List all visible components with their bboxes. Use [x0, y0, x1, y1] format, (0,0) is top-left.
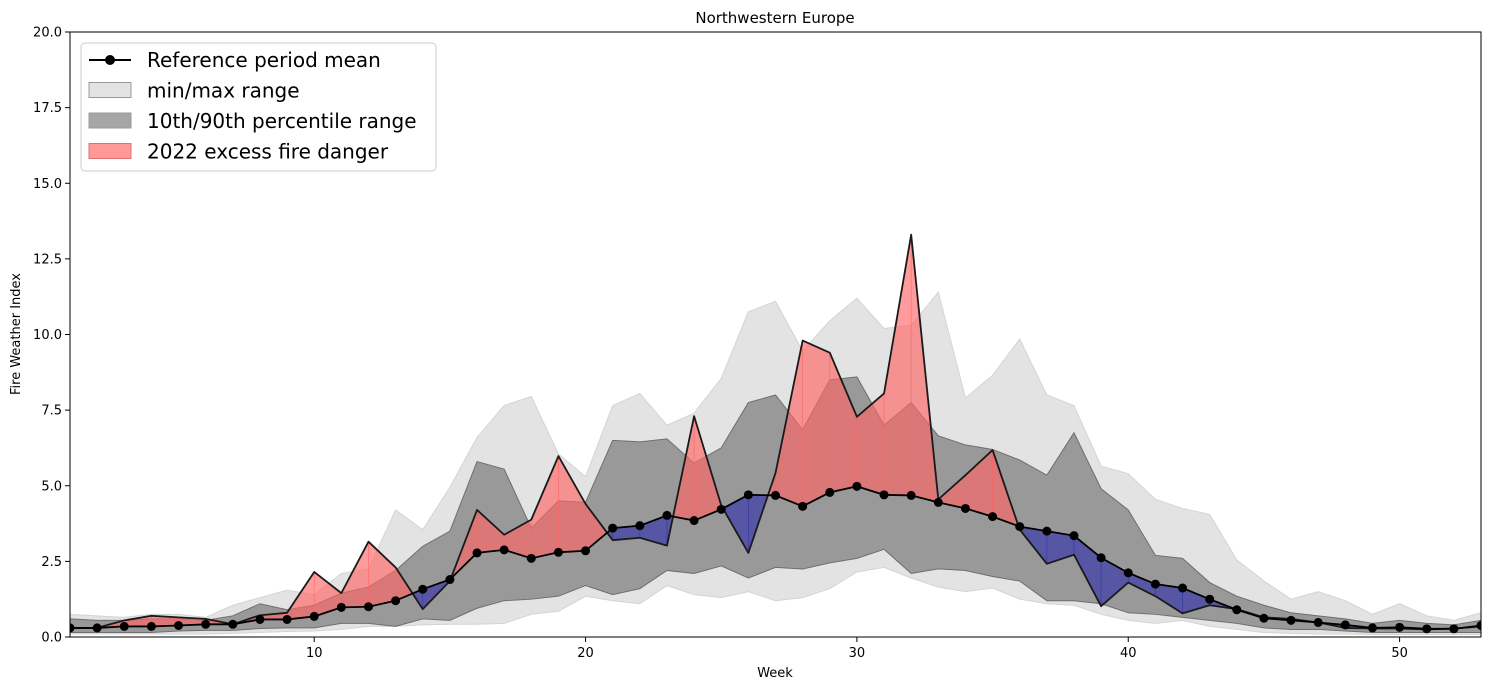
legend-box — [80, 42, 437, 172]
reference-mean-point — [472, 548, 482, 558]
x-axis-title: Week — [757, 666, 793, 681]
y-tick-label: 5.0 — [41, 479, 62, 494]
reference-mean-point — [526, 553, 536, 563]
reference-mean-point — [852, 481, 862, 491]
reference-mean-point — [635, 521, 645, 531]
reference-mean-point — [1340, 620, 1350, 630]
legend-label: Reference period mean — [147, 48, 381, 72]
x-tick-label: 40 — [1120, 646, 1137, 661]
reference-mean-point — [716, 504, 726, 514]
reference-mean-point — [608, 523, 618, 533]
reference-mean-point — [391, 596, 401, 606]
y-tick-label: 0.0 — [41, 631, 62, 646]
y-axis: 0.0 2.5 5.0 7.5 10.0 12.5 15.0 17.5 20.0 — [33, 26, 70, 646]
x-tick-label: 10 — [306, 646, 323, 661]
reference-mean-point — [1069, 531, 1079, 541]
reference-mean-point — [960, 503, 970, 513]
legend-patch-symbol — [88, 143, 132, 159]
reference-mean-point — [1096, 553, 1106, 563]
y-tick-label: 15.0 — [33, 177, 62, 192]
reference-mean-point — [1205, 594, 1215, 604]
reference-mean-point — [418, 584, 428, 594]
reference-mean-point — [309, 611, 319, 621]
reference-mean-point — [1476, 621, 1481, 631]
reference-mean-point — [743, 490, 753, 500]
y-tick-label: 20.0 — [33, 26, 62, 41]
reference-mean-point — [282, 614, 292, 624]
reference-mean-point — [201, 619, 211, 629]
reference-mean-point — [70, 623, 75, 633]
reference-mean-point — [771, 490, 780, 500]
reference-mean-point — [119, 621, 129, 631]
y-axis-title: Fire Weather Index — [9, 273, 24, 395]
reference-mean-point — [553, 547, 563, 557]
reference-mean-point — [1449, 624, 1459, 634]
reference-mean-point — [174, 621, 184, 631]
legend-label: 10th/90th percentile range — [147, 109, 417, 133]
legend-label: 2022 excess fire danger — [147, 140, 389, 164]
chart-title: Northwestern Europe — [695, 9, 854, 27]
y-tick-label: 7.5 — [41, 404, 62, 419]
x-axis: 10 20 30 40 50 — [306, 637, 1408, 661]
y-tick-label: 12.5 — [33, 252, 62, 267]
reference-mean-point — [363, 602, 373, 612]
reference-mean-point — [662, 510, 672, 520]
reference-mean-point — [1232, 605, 1242, 615]
reference-mean-point — [1367, 623, 1377, 633]
reference-mean-point — [988, 512, 998, 522]
legend: Reference period mean min/max range 10th/9… — [80, 42, 437, 172]
reference-mean-point — [445, 575, 455, 585]
legend-patch-symbol — [88, 112, 132, 129]
reference-mean-point — [1150, 579, 1160, 589]
legend-label: min/max range — [147, 79, 300, 103]
reference-mean-point — [1286, 615, 1296, 625]
reference-mean-point — [1042, 526, 1052, 536]
plot-area — [70, 233, 1481, 636]
y-tick-label: 17.5 — [33, 101, 62, 116]
reference-mean-point — [336, 602, 346, 612]
reference-mean-point — [879, 490, 889, 500]
reference-mean-point — [689, 516, 699, 526]
reference-mean-point — [228, 619, 238, 629]
y-tick-label: 10.0 — [33, 328, 62, 343]
reference-mean-point — [1313, 617, 1323, 627]
reference-mean-point — [825, 487, 835, 497]
reference-mean-point — [499, 545, 509, 555]
reference-mean-point — [1015, 522, 1025, 532]
reference-mean-point — [798, 501, 808, 511]
legend-patch-symbol — [88, 82, 132, 98]
y-tick-label: 2.5 — [41, 555, 62, 570]
x-tick-label: 20 — [577, 646, 594, 661]
reference-mean-point — [906, 490, 916, 500]
reference-mean-point — [1395, 622, 1405, 632]
legend-marker-symbol — [105, 55, 115, 65]
x-tick-label: 50 — [1391, 646, 1408, 661]
reference-mean-point — [933, 497, 943, 507]
reference-mean-point — [1178, 583, 1188, 593]
reference-mean-point — [92, 623, 102, 633]
reference-mean-point — [1259, 613, 1269, 623]
x-tick-label: 30 — [849, 646, 866, 661]
reference-mean-point — [1123, 568, 1133, 578]
reference-mean-point — [255, 614, 265, 624]
excess-fill-segment — [802, 340, 831, 507]
reference-mean-point — [581, 546, 591, 556]
reference-mean-point — [146, 621, 156, 631]
reference-mean-point — [1422, 624, 1432, 634]
